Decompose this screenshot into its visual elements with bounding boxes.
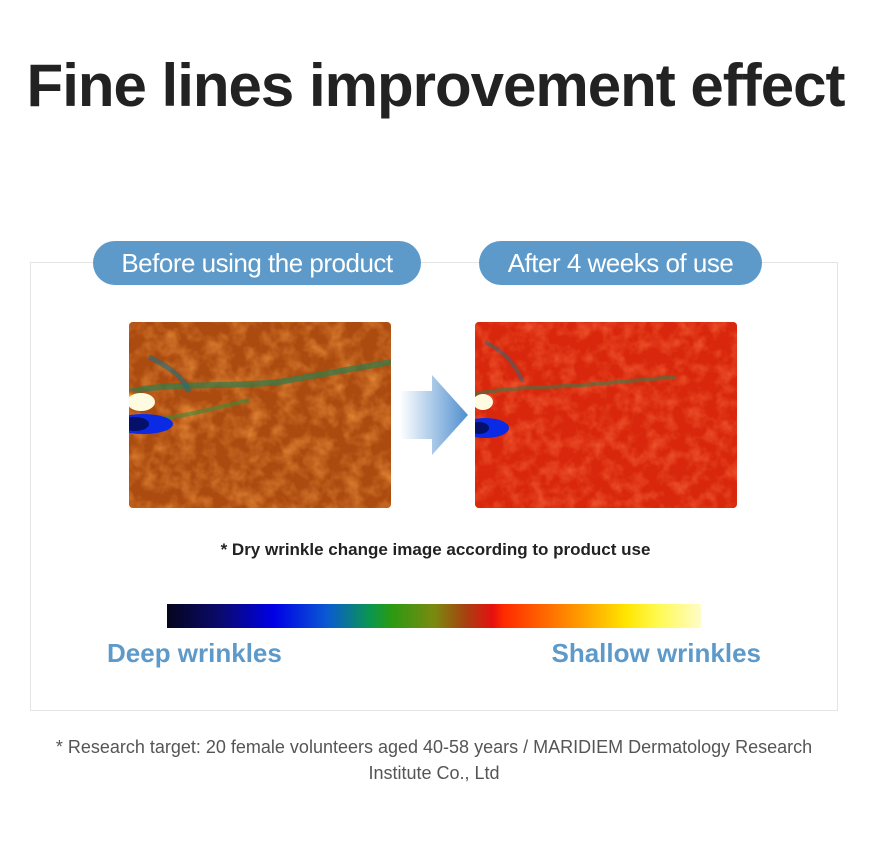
page-title: Fine lines improvement effect (26, 52, 846, 119)
research-footnote: * Research target: 20 female volunteers … (55, 737, 813, 783)
after-wrinkle-image (475, 322, 737, 508)
before-wrinkle-image (129, 322, 391, 508)
wrinkle-depth-color-scale (167, 604, 701, 628)
scale-label-deep: Deep wrinkles (107, 638, 282, 668)
image-caption: * Dry wrinkle change image according to … (220, 540, 651, 559)
scale-label-shallow: Shallow wrinkles (551, 638, 761, 668)
after-label-badge: After 4 weeks of use (479, 241, 762, 285)
arrow-right-icon (400, 375, 468, 455)
before-label-badge: Before using the product (93, 241, 421, 285)
